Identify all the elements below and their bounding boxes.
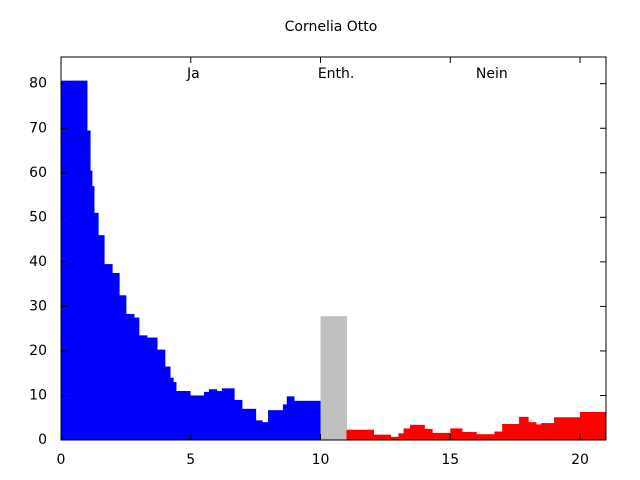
bar bbox=[502, 423, 520, 440]
x-tick-label: 5 bbox=[186, 452, 195, 468]
y-tick-label: 0 bbox=[38, 432, 47, 448]
bar bbox=[476, 434, 495, 440]
x-tick-label: 15 bbox=[441, 452, 459, 468]
bar bbox=[93, 212, 99, 440]
bar bbox=[138, 335, 148, 440]
bar bbox=[294, 400, 322, 440]
y-tick-label: 50 bbox=[29, 209, 47, 225]
bar bbox=[61, 80, 88, 440]
bar bbox=[580, 411, 607, 440]
bar bbox=[461, 431, 477, 440]
y-tick-label: 80 bbox=[29, 76, 47, 92]
bar bbox=[320, 316, 347, 440]
bar bbox=[398, 433, 405, 440]
bar bbox=[234, 399, 243, 440]
annotation: Enth. bbox=[318, 66, 355, 82]
bar bbox=[390, 436, 399, 440]
bar bbox=[90, 170, 93, 440]
y-tick-label: 20 bbox=[29, 343, 47, 359]
x-tick-label: 10 bbox=[312, 452, 330, 468]
bar bbox=[450, 428, 463, 440]
bar bbox=[410, 424, 425, 440]
bar bbox=[373, 434, 392, 440]
bar bbox=[241, 408, 257, 440]
bar bbox=[112, 272, 120, 440]
bar bbox=[164, 366, 171, 440]
bar bbox=[535, 424, 542, 440]
bar bbox=[98, 235, 105, 440]
y-tick-label: 70 bbox=[29, 120, 47, 136]
y-tick-label: 60 bbox=[29, 165, 47, 181]
bar bbox=[133, 317, 140, 440]
bar bbox=[528, 422, 537, 440]
y-tick-label: 30 bbox=[29, 298, 47, 314]
annotation: Ja bbox=[186, 66, 200, 82]
bar bbox=[104, 264, 113, 440]
y-tick-label: 10 bbox=[29, 387, 47, 403]
bar bbox=[262, 422, 269, 440]
bar bbox=[432, 432, 451, 440]
bar bbox=[146, 337, 158, 440]
y-tick-label: 40 bbox=[29, 254, 47, 270]
bar bbox=[221, 388, 235, 440]
x-tick-label: 0 bbox=[57, 452, 66, 468]
bar bbox=[494, 431, 503, 440]
bar bbox=[268, 410, 284, 440]
bar bbox=[403, 428, 411, 440]
bar bbox=[282, 404, 288, 440]
bar bbox=[189, 395, 205, 440]
annotation: Nein bbox=[476, 66, 508, 82]
bar bbox=[175, 391, 191, 440]
bar bbox=[554, 417, 581, 440]
bar bbox=[519, 416, 529, 440]
bar bbox=[170, 377, 174, 440]
bar bbox=[203, 391, 210, 440]
bar bbox=[541, 423, 555, 440]
bar bbox=[424, 428, 433, 440]
bar bbox=[119, 295, 127, 440]
plot-frame bbox=[60, 56, 607, 441]
x-tick-label: 20 bbox=[571, 452, 589, 468]
bar bbox=[346, 429, 374, 440]
bar bbox=[208, 389, 218, 440]
bar bbox=[91, 186, 95, 440]
bar bbox=[286, 396, 295, 440]
bar bbox=[157, 349, 166, 440]
bar bbox=[173, 382, 177, 440]
bar bbox=[86, 130, 91, 441]
bar bbox=[216, 391, 223, 440]
bar bbox=[125, 313, 135, 440]
chart-title: Cornelia Otto bbox=[285, 19, 378, 35]
bar bbox=[255, 420, 263, 440]
